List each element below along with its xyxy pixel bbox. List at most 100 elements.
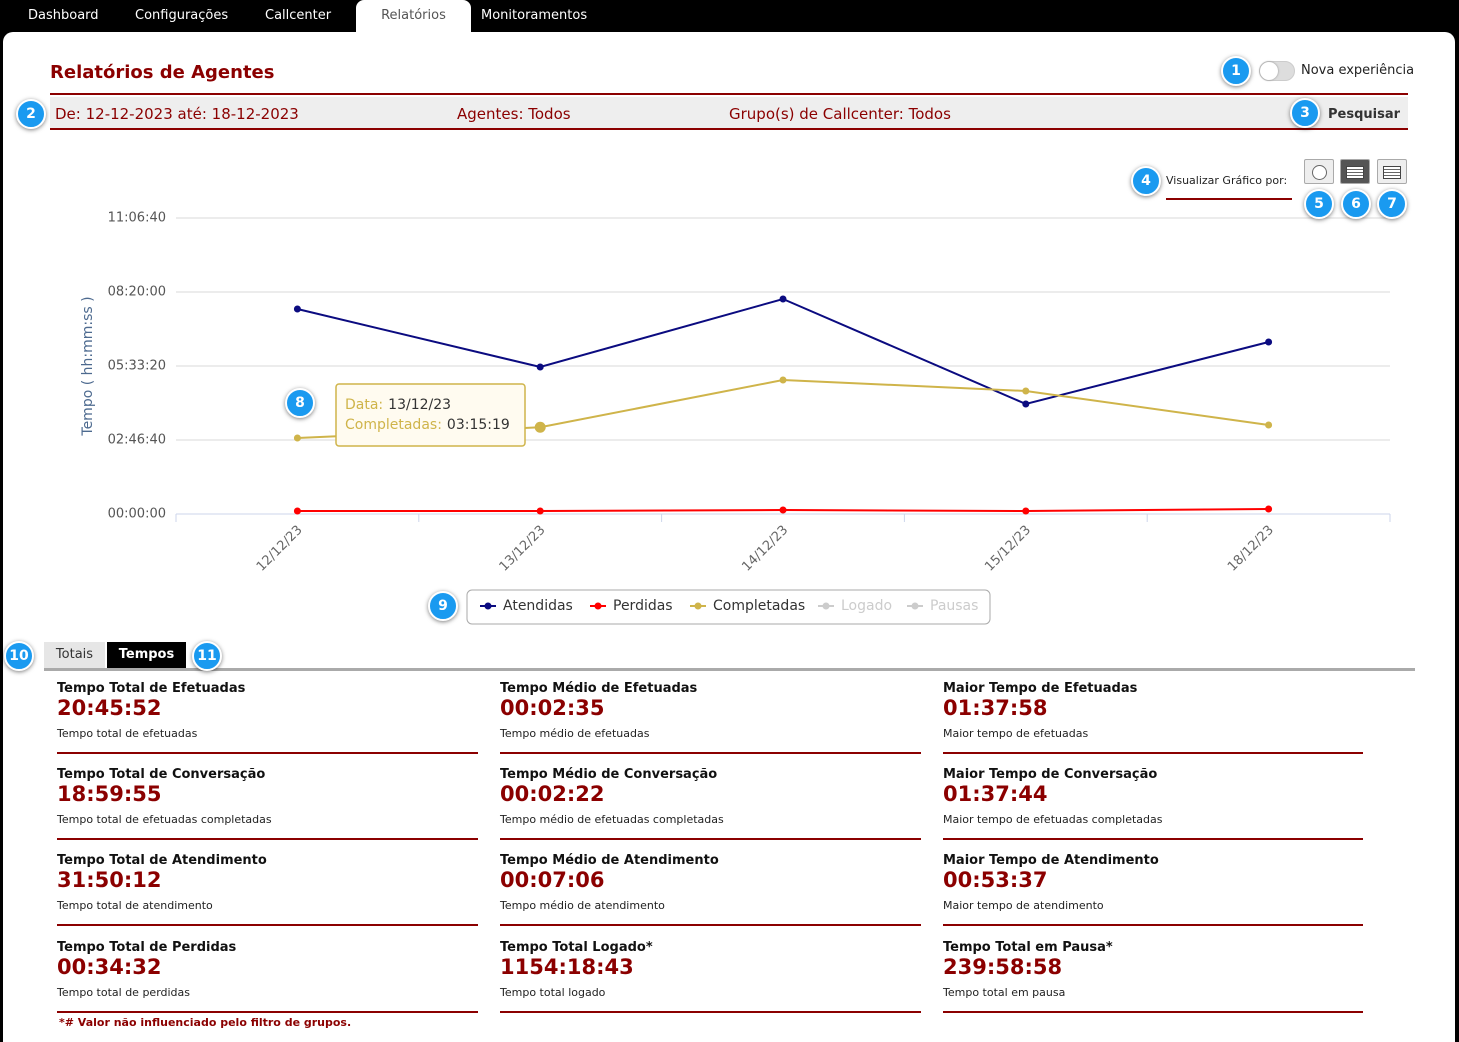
filter-period[interactable]: De: 12-12-2023 até: 18-12-2023	[55, 105, 299, 123]
stat-description: Tempo total de efetuadas	[57, 727, 198, 740]
legend-dot	[594, 602, 602, 610]
tooltip-label: Completadas:	[345, 417, 442, 433]
toggle[interactable]	[1259, 61, 1295, 81]
data-point	[779, 295, 787, 303]
filter-groups[interactable]: Grupo(s) de Callcenter: Todos	[729, 105, 951, 123]
nav-tab[interactable]: Configurações	[135, 8, 229, 23]
filter-bar	[50, 97, 1408, 130]
stat-title: Tempo Total de Efetuadas	[57, 681, 246, 696]
y-axis-label: Tempo ( hh:mm:ss )	[80, 296, 96, 436]
stat-description: Tempo total em pausa	[943, 986, 1066, 999]
stat-value: 00:34:32	[57, 955, 162, 979]
legend-dot	[822, 602, 830, 610]
stat-description: Maior tempo de atendimento	[943, 899, 1104, 912]
data-point	[1265, 505, 1273, 513]
callout: 10	[4, 641, 34, 671]
stat-value: 00:02:22	[500, 782, 605, 806]
tooltip-label: Data:	[345, 397, 383, 413]
data-point	[779, 376, 787, 384]
y-tick-label: 08:20:00	[108, 285, 166, 300]
nav-tab[interactable]: Callcenter	[265, 8, 332, 23]
callout: 2	[16, 99, 46, 129]
legend-label: Atendidas	[503, 598, 573, 614]
data-point	[1265, 338, 1273, 346]
data-point	[293, 305, 301, 313]
callout: 7	[1377, 189, 1407, 219]
stat-description: Maior tempo de efetuadas completadas	[943, 813, 1163, 826]
stat-value: 00:07:06	[500, 868, 605, 892]
legend-dot	[911, 602, 919, 610]
page-title: Relatórios de Agentes	[50, 62, 275, 83]
stat-value: 239:58:58	[943, 955, 1063, 979]
stat-description: Tempo médio de atendimento	[500, 899, 665, 912]
stat-rule	[57, 838, 478, 840]
view-label: Visualizar Gráfico por:	[1166, 174, 1288, 187]
stat-value: 20:45:52	[57, 696, 162, 720]
stat-rule	[500, 838, 921, 840]
stat-title: Tempo Médio de Atendimento	[500, 853, 719, 868]
stat-value: 01:37:58	[943, 696, 1048, 720]
data-point	[1265, 421, 1273, 429]
tooltip-line: Data: 13/12/23	[345, 397, 451, 413]
nav-tab[interactable]: Monitoramentos	[481, 8, 588, 23]
title-rule	[50, 93, 1408, 95]
stat-description: Tempo total de perdidas	[57, 986, 191, 999]
data-point	[779, 506, 787, 514]
stat-rule	[500, 752, 921, 754]
y-tick-label: 11:06:40	[108, 211, 166, 226]
callout: 9	[428, 591, 458, 621]
filter-agents[interactable]: Agentes: Todos	[457, 105, 571, 123]
stat-description: Maior tempo de efetuadas	[943, 727, 1089, 740]
callout: 11	[192, 641, 222, 671]
data-point	[1022, 507, 1030, 515]
tooltip-value: 13/12/23	[388, 397, 451, 413]
view-button[interactable]	[1304, 159, 1334, 184]
view-rule	[1166, 198, 1292, 200]
stat-value: 1154:18:43	[500, 955, 634, 979]
legend	[466, 589, 991, 625]
legend-dot	[694, 602, 702, 610]
nav-tab[interactable]: Dashboard	[28, 8, 99, 23]
legend-label: Completadas	[713, 598, 805, 614]
callout: 6	[1341, 189, 1371, 219]
toggle-label: Nova experiência	[1301, 63, 1415, 78]
data-point	[293, 507, 301, 515]
nav-tab[interactable]: Relatórios	[356, 0, 471, 32]
panel	[3, 32, 1455, 1042]
data-point	[1022, 400, 1030, 408]
tooltip	[335, 383, 526, 447]
x-tick-label: 12/12/23	[254, 523, 306, 575]
view-button[interactable]	[1377, 159, 1407, 184]
stat-title: Tempo Total em Pausa*	[943, 940, 1113, 955]
x-tick-label: 18/12/23	[1225, 523, 1277, 575]
stats-tab[interactable]: Totais	[44, 642, 105, 668]
legend-label: Logado	[841, 598, 892, 614]
data-point	[1022, 387, 1030, 395]
callout: 5	[1304, 189, 1334, 219]
stat-description: Tempo médio de efetuadas completadas	[500, 813, 724, 826]
stat-value: 18:59:55	[57, 782, 162, 806]
stat-rule	[943, 752, 1363, 754]
stat-title: Tempo Total Logado*	[500, 940, 653, 955]
callout: 3	[1290, 98, 1320, 128]
y-tick-label: 05:33:20	[108, 359, 166, 374]
x-tick-label: 15/12/23	[982, 523, 1034, 575]
stat-rule	[500, 1011, 921, 1013]
search-button[interactable]: Pesquisar	[1328, 107, 1401, 122]
tooltip-line: Completadas: 03:15:19	[345, 417, 510, 433]
stat-title: Maior Tempo de Efetuadas	[943, 681, 1138, 696]
stat-description: Tempo total de efetuadas completadas	[57, 813, 272, 826]
stat-rule	[943, 1011, 1363, 1013]
stat-rule	[943, 838, 1363, 840]
stats-tab[interactable]: Tempos	[107, 642, 186, 668]
data-point	[534, 421, 546, 433]
callout: 1	[1221, 56, 1251, 86]
x-tick-label: 13/12/23	[497, 523, 549, 575]
tab-rule	[44, 668, 1415, 671]
view-button[interactable]	[1340, 159, 1370, 184]
callout: 8	[285, 388, 315, 418]
stat-title: Maior Tempo de Atendimento	[943, 853, 1159, 868]
tooltip-value: 03:15:19	[447, 417, 510, 433]
